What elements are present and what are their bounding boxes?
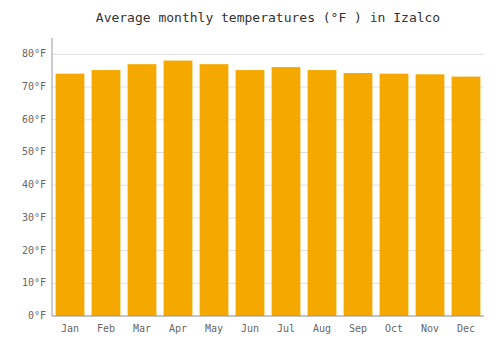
bar xyxy=(380,74,409,316)
x-tick-label: Feb xyxy=(97,323,115,334)
bar xyxy=(200,64,229,316)
x-tick-label: Jun xyxy=(241,323,259,334)
x-tick-label: Aug xyxy=(313,323,331,334)
y-tick-label: 40°F xyxy=(22,179,46,190)
y-tick-label: 0°F xyxy=(28,310,46,321)
title: Average monthly temperatures (°F ) in Iz… xyxy=(96,10,440,25)
x-tick-label: Apr xyxy=(169,323,187,334)
y-tick-label: 60°F xyxy=(22,114,46,125)
bar xyxy=(452,77,481,316)
x-tick-label: Jan xyxy=(61,323,79,334)
grid-line xyxy=(52,54,484,55)
y-tick-label: 80°F xyxy=(22,48,46,59)
bar xyxy=(236,70,265,316)
chart: 0°F 10°F 20°F 30°F 40°F 50°F 60°F 70°F 80°F Jan Fe… xyxy=(0,0,500,350)
y-tick-label: 50°F xyxy=(22,146,46,157)
y-tick-label: 10°F xyxy=(22,277,46,288)
bar xyxy=(56,74,85,316)
x-tick-label: Sep xyxy=(349,323,367,334)
x-axis-line xyxy=(52,316,484,317)
bar xyxy=(128,64,157,316)
y-tick-label: 20°F xyxy=(22,245,46,256)
y-axis-line xyxy=(52,38,53,316)
grid xyxy=(52,54,484,316)
bar xyxy=(416,74,445,316)
x-tick-label: Oct xyxy=(385,323,403,334)
grid-line xyxy=(52,316,484,317)
x-tick-label: Nov xyxy=(421,323,439,334)
bar xyxy=(308,70,337,316)
bar xyxy=(344,73,373,316)
x-tick-label: May xyxy=(205,323,223,334)
bar xyxy=(272,67,301,316)
y-tick-label: 70°F xyxy=(22,81,46,92)
bar xyxy=(164,61,193,316)
x-tick-label: Dec xyxy=(457,323,475,334)
bar xyxy=(92,70,121,316)
bars xyxy=(56,61,481,316)
x-tick-label: Jul xyxy=(277,323,295,334)
x-tick-label: Mar xyxy=(133,323,151,334)
y-tick-label: 30°F xyxy=(22,212,46,223)
